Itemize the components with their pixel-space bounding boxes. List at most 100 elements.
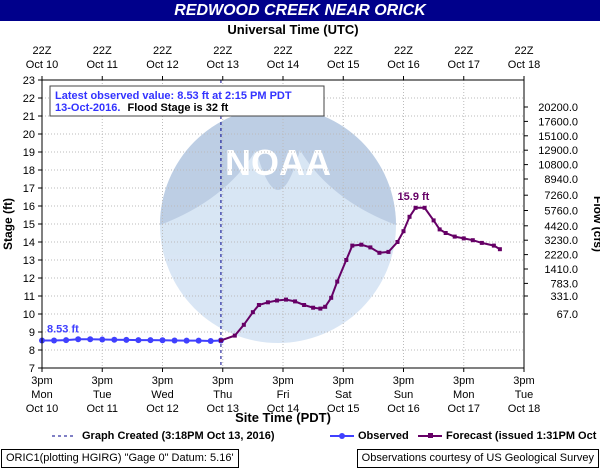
x-top-tick-label: 22Z xyxy=(334,45,353,57)
x-top-tick-label: Oct 17 xyxy=(448,59,480,71)
legend-marks xyxy=(52,433,442,439)
x-tick-label: Tue xyxy=(515,389,534,401)
observed-point xyxy=(63,337,70,344)
y2-tick-label: 67.0 xyxy=(557,309,578,321)
x-tick-label: 3pm xyxy=(333,375,354,387)
y-tick-label: 14 xyxy=(23,237,35,249)
utc-time-axis: 22Z Oct 10 22Z Oct 11 22Z Oct 12 22Z Oct 13 22Z O… xyxy=(26,45,540,80)
series-layer: 8.53 ft 15.9 ft xyxy=(39,80,502,368)
forecast-point xyxy=(302,303,307,307)
x-top-tick-label: Oct 18 xyxy=(508,59,540,71)
y2-tick-label: 20200.0 xyxy=(538,102,578,114)
forecast-point xyxy=(274,298,279,303)
x-tick-label: Oct 18 xyxy=(508,403,540,415)
forecast-point xyxy=(329,295,334,300)
y2-tick-label: 2220.0 xyxy=(544,250,578,262)
x-top-tick-label: Oct 11 xyxy=(86,59,118,71)
forecast-point xyxy=(497,247,502,252)
datum-footer: ORIC1(plotting HGIRG) "Gage 0" Datum: 5.… xyxy=(1,449,239,468)
y2-tick-label: 1410.0 xyxy=(544,264,578,276)
x-top-tick-label: 22Z xyxy=(394,45,413,57)
y-tick-label: 12 xyxy=(23,273,35,285)
y-tick-label: 18 xyxy=(23,165,35,177)
y2-axis-title: Flow (cfs) xyxy=(591,196,600,252)
forecast-point xyxy=(407,214,412,219)
forecast-point xyxy=(218,338,223,343)
legend-observed-label: Observed xyxy=(358,430,409,442)
observed-point xyxy=(99,336,106,343)
y2-tick-label: 8940.0 xyxy=(544,174,578,186)
forecast-point xyxy=(265,300,270,305)
x-top-tick-label: 22Z xyxy=(515,45,534,57)
legend-observed-marker xyxy=(339,433,345,439)
latest-value-box: Latest observed value: 8.53 ft at 2:15 P… xyxy=(49,85,325,117)
svg-text:NOAA: NOAA xyxy=(225,142,331,183)
x-tick-label: Oct 17 xyxy=(448,403,480,415)
observed-point xyxy=(207,338,214,344)
x-top-tick-label: 22Z xyxy=(93,45,112,57)
y2-tick-label: 783.0 xyxy=(550,278,578,290)
x-tick-label: 3pm xyxy=(272,375,293,387)
y-tick-label: 17 xyxy=(23,183,35,195)
x-top-tick-label: Oct 14 xyxy=(267,59,299,71)
x-tick-label: Wed xyxy=(151,389,173,401)
y2-tick-label: 3230.0 xyxy=(544,235,578,247)
forecast-peak-label: 15.9 ft xyxy=(398,191,430,203)
credit-footer: Observations courtesy of US Geological S… xyxy=(356,449,599,468)
x-tick-label: Oct 12 xyxy=(146,403,178,415)
site-time-axis: 3pm Mon Oct 10 3pm Tue Oct 11 3pm Wed Oct 12 3pm T… xyxy=(26,368,540,415)
y2-tick-label: 5760.0 xyxy=(544,206,578,218)
y-tick-label: 20 xyxy=(23,129,35,141)
chart-title: REDWOOD CREEK NEAR ORICK xyxy=(0,0,600,21)
forecast-point xyxy=(311,305,316,310)
forecast-point xyxy=(250,310,255,315)
x-top-tick-label: 22Z xyxy=(274,45,293,57)
y-tick-label: 23 xyxy=(23,75,35,87)
forecast-point xyxy=(293,299,298,304)
forecast-point xyxy=(323,304,328,309)
y-tick-label: 22 xyxy=(23,93,35,105)
x-top-tick-label: Oct 16 xyxy=(387,59,419,71)
x-tick-label: 3pm xyxy=(152,375,173,387)
latest-value-date: 13-Oct-2016. xyxy=(55,102,120,114)
svg-text:13-Oct-2016. Flood Stage: 13-Oct-2016. Flood Stage is 32 ft xyxy=(55,102,229,114)
x-tick-label: Oct 15 xyxy=(327,403,359,415)
x-tick-label: Mon xyxy=(453,389,474,401)
x-tick-label: 3pm xyxy=(453,375,474,387)
observed-point xyxy=(183,337,190,344)
forecast-point xyxy=(413,205,418,210)
forecast-point xyxy=(344,258,349,262)
x-tick-label: 3pm xyxy=(513,375,534,387)
forecast-point xyxy=(386,249,391,254)
observed-point xyxy=(159,337,166,344)
forecast-point xyxy=(479,240,484,245)
forecast-point xyxy=(368,245,373,250)
observed-point xyxy=(123,336,130,343)
y2-tick-label: 15100.0 xyxy=(538,131,578,143)
forecast-point xyxy=(232,333,237,338)
forecast-point xyxy=(359,242,364,247)
forecast-point xyxy=(350,243,355,248)
y-tick-label: 8 xyxy=(29,345,35,357)
x-tick-label: 3pm xyxy=(393,375,414,387)
x-tick-label: Sat xyxy=(335,389,352,401)
x-tick-label: Oct 11 xyxy=(86,403,118,415)
forecast-point xyxy=(241,322,246,327)
x-tick-label: Thu xyxy=(213,389,232,401)
legend-forecast-marker xyxy=(428,433,433,438)
y-tick-label: 10 xyxy=(23,309,35,321)
observed-point xyxy=(111,336,118,343)
x-tick-label: Oct 16 xyxy=(387,403,419,415)
observed-point xyxy=(135,337,142,344)
y2-tick-label: 10800.0 xyxy=(538,160,578,172)
forecast-point xyxy=(395,240,400,244)
x-tick-label: Oct 10 xyxy=(26,403,58,415)
flood-stage-text: Flood Stage is 32 ft xyxy=(128,102,229,114)
x-tick-label: 3pm xyxy=(92,375,113,387)
forecast-point xyxy=(377,250,382,255)
forecast-point xyxy=(256,303,261,307)
forecast-point xyxy=(443,231,448,235)
legend: Graph Created (3:18PM Oct 13, 2016) Obse… xyxy=(0,426,600,462)
